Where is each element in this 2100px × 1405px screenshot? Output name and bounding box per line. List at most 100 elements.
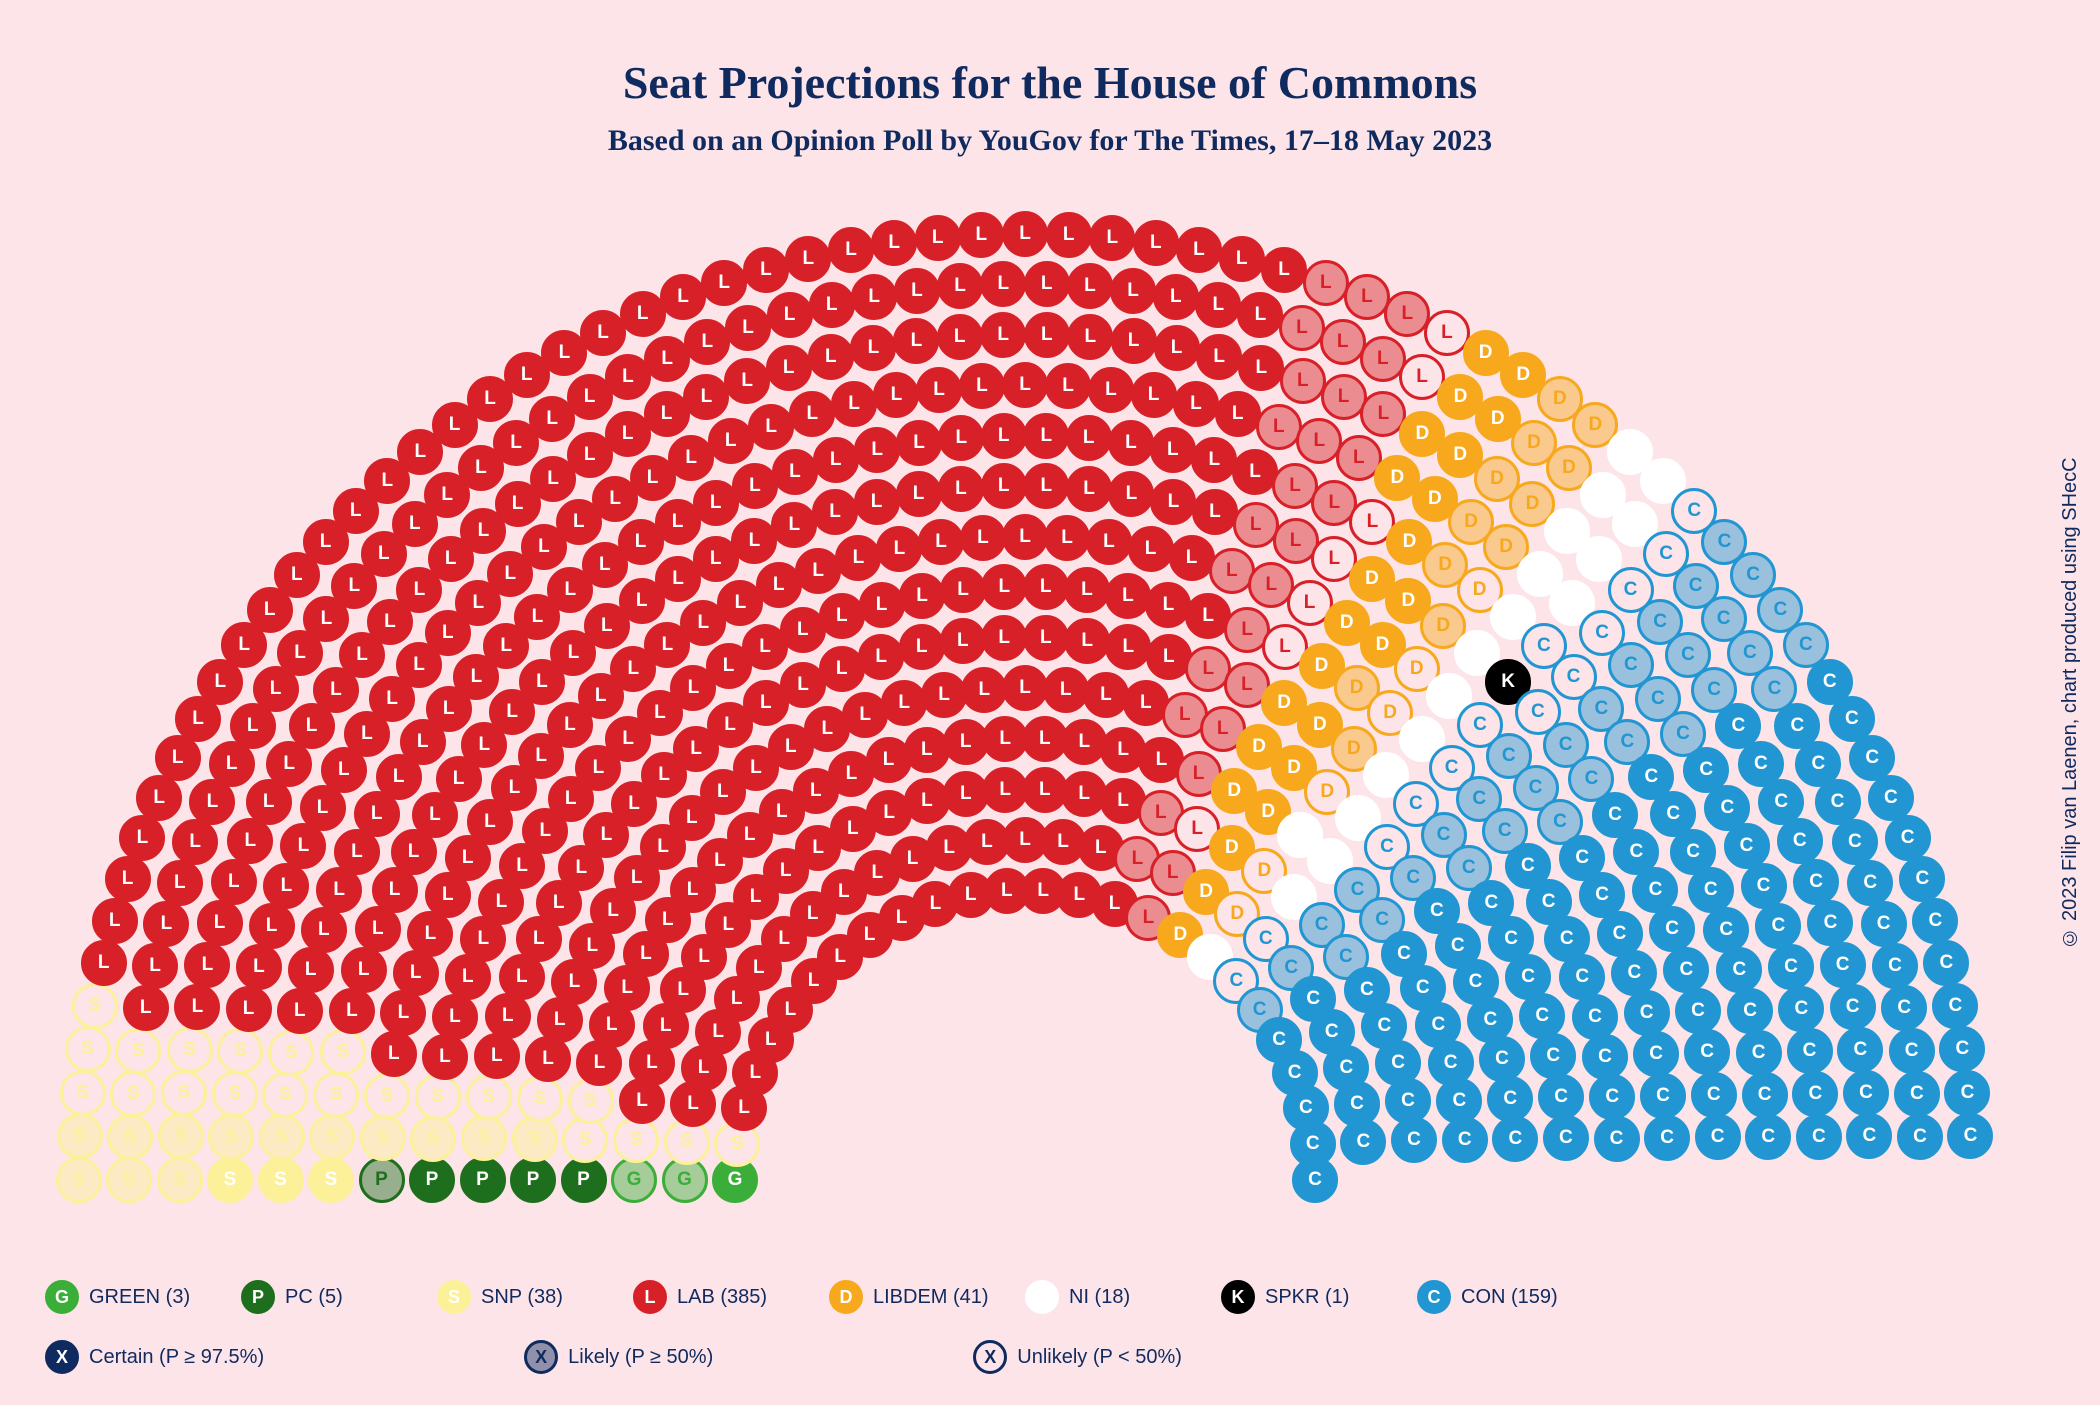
seat: C <box>1894 1071 1940 1117</box>
seat: L <box>684 319 730 365</box>
legend-label: PC (5) <box>285 1286 343 1309</box>
legend-swatch: G <box>45 1280 79 1314</box>
seat: L <box>766 345 812 391</box>
seat: L <box>1176 227 1222 273</box>
seat: S <box>212 1071 258 1117</box>
seat: L <box>288 947 334 993</box>
chart-title: Seat Projections for the House of Common… <box>0 56 2100 109</box>
seat: C <box>1832 819 1878 865</box>
seat: C <box>1885 815 1931 861</box>
legend-label: LAB (385) <box>677 1286 767 1309</box>
seat: L <box>143 901 189 947</box>
seat: L <box>1089 215 1135 261</box>
seat: S <box>568 1078 614 1124</box>
seat: C <box>1932 983 1978 1029</box>
seat: L <box>380 990 426 1036</box>
seat: P <box>460 1157 506 1203</box>
seat: L <box>1024 312 1070 358</box>
seat: C <box>1777 818 1823 864</box>
seat: L <box>227 818 273 864</box>
seat: L <box>1154 325 1200 371</box>
seat: S <box>517 1076 563 1122</box>
seat: C <box>1820 942 1866 988</box>
legend-swatch: X <box>973 1340 1007 1374</box>
legend-swatch: L <box>633 1280 667 1314</box>
seat: L <box>1280 358 1326 404</box>
seat: S <box>167 1027 213 1073</box>
seat: L <box>732 463 778 509</box>
seat: L <box>1131 372 1177 418</box>
seat: L <box>1024 261 1070 307</box>
seat: S <box>259 1114 305 1160</box>
seat: C <box>1778 986 1824 1032</box>
seat: C <box>1624 990 1670 1036</box>
seat: C <box>1923 940 1969 986</box>
legend-label: Likely (P ≥ 50%) <box>568 1346 713 1369</box>
seat: C <box>1861 901 1907 947</box>
legend-label: SPKR (1) <box>1265 1286 1349 1309</box>
legend-certainty: XCertain (P ≥ 97.5%)XLikely (P ≥ 50%)XUn… <box>45 1340 2055 1374</box>
seat: L <box>1046 212 1092 258</box>
seat: L <box>172 819 218 865</box>
seat: L <box>1192 489 1238 535</box>
seat: S <box>217 1028 263 1074</box>
seat: L <box>980 312 1026 358</box>
seat: L <box>828 227 874 273</box>
seat: C <box>1675 988 1721 1034</box>
seat: L <box>1064 567 1110 613</box>
seat: C <box>1843 1070 1889 1116</box>
seat: C <box>1582 1034 1628 1080</box>
seat: L <box>1023 413 1069 459</box>
seat: C <box>1736 1030 1782 1076</box>
seat: L <box>1196 334 1242 380</box>
seat: L <box>981 615 1027 661</box>
seat: L <box>771 502 817 548</box>
seat: C <box>1727 988 1773 1034</box>
seat: S <box>512 1116 558 1162</box>
seat: S <box>313 1072 359 1118</box>
seat: C <box>1684 1029 1730 1075</box>
seat: L <box>1261 247 1307 293</box>
seat: L <box>211 859 257 905</box>
seat: L <box>174 984 220 1030</box>
seat: L <box>1238 345 1284 391</box>
seat: L <box>831 381 877 427</box>
seat: L <box>263 863 309 909</box>
seat: C <box>1944 1070 1990 1116</box>
seat: L <box>644 336 690 382</box>
seat: L <box>1023 615 1069 661</box>
seat: S <box>57 1113 103 1159</box>
seat: L <box>1219 236 1265 282</box>
legend-label: LIBDEM (41) <box>873 1286 989 1309</box>
legend-swatch: P <box>241 1280 275 1314</box>
seat: L <box>226 986 272 1032</box>
legend-swatch: X <box>524 1340 558 1374</box>
seat: C <box>1611 950 1657 996</box>
legend-item: KSPKR (1) <box>1221 1280 1381 1314</box>
seat: L <box>1002 362 1048 408</box>
seat: L <box>767 292 813 338</box>
seat: C <box>1492 1116 1538 1162</box>
seat: L <box>277 988 323 1034</box>
seat: L <box>896 420 942 466</box>
seat: C <box>1872 943 1918 989</box>
seat: L <box>1195 282 1241 328</box>
seat: L <box>184 942 230 988</box>
seat: L <box>904 778 950 824</box>
seat: L <box>249 903 295 949</box>
chart-attribution: © 2023 Filip van Laenen, chart produced … <box>2059 457 2082 948</box>
seat: L <box>960 515 1006 561</box>
seat: L <box>772 449 818 495</box>
seat: C <box>1442 1117 1488 1163</box>
seat: P <box>510 1157 556 1203</box>
seat: L <box>854 479 900 525</box>
seat: S <box>364 1073 410 1119</box>
seat: S <box>268 1030 314 1076</box>
legend-parties: GGREEN (3)PPC (5)SSNP (38)LLAB (385)DLIB… <box>45 1280 2055 1314</box>
seat: L <box>1083 672 1129 718</box>
seat: L <box>893 318 939 364</box>
legend-label: NI (18) <box>1069 1286 1130 1309</box>
seat: C <box>1889 1028 1935 1074</box>
seat: L <box>980 261 1026 307</box>
seat: S <box>72 983 118 1029</box>
